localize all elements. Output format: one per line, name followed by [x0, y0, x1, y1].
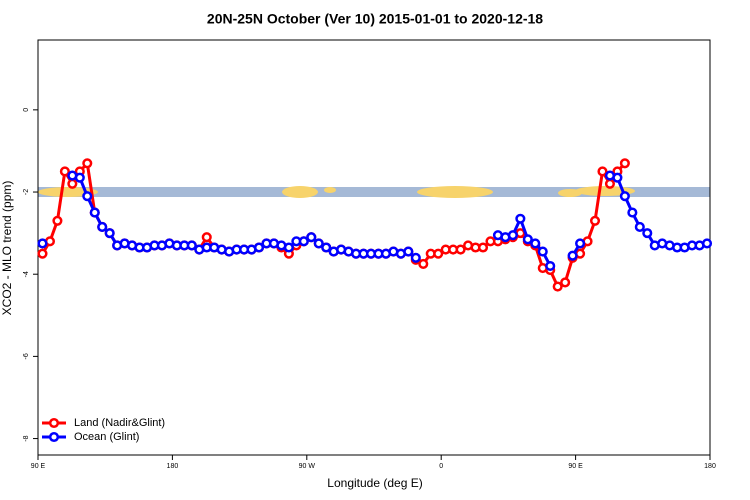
y-tick-label: -4 [23, 271, 30, 277]
data-point [74, 172, 85, 183]
data-point [67, 178, 78, 189]
x-tick-label: 180 [167, 463, 179, 470]
x-tick-label: 90 W [299, 463, 316, 470]
legend-marker [48, 431, 60, 443]
y-tick-label: -6 [23, 353, 30, 359]
data-point [59, 166, 70, 177]
data-point [619, 158, 630, 169]
data-point [589, 215, 601, 226]
data-point [552, 281, 563, 292]
data-point [515, 213, 526, 224]
data-point [567, 250, 578, 261]
data-point [560, 277, 571, 288]
legend-label: Ocean (Glint) [74, 431, 139, 443]
data-point [619, 191, 630, 202]
data-point [604, 178, 615, 189]
data-point [507, 230, 518, 241]
data-point [186, 240, 197, 251]
data-point [575, 238, 586, 249]
data-point [433, 248, 444, 259]
data-point [313, 238, 324, 249]
data-point [477, 242, 489, 253]
data-point [97, 221, 108, 233]
data-point [321, 242, 332, 253]
plot-frame [37, 39, 711, 456]
data-point [82, 158, 93, 169]
series-line [41, 159, 626, 289]
y-tick-label: -2 [23, 189, 30, 195]
data-point [403, 246, 414, 257]
data-point [642, 228, 653, 239]
data-point [37, 238, 48, 249]
data-point [89, 207, 100, 218]
data-point [634, 221, 645, 233]
x-tick-label: 0 [439, 463, 443, 470]
data-point [612, 172, 623, 183]
data-point [530, 238, 541, 249]
data-point [522, 234, 533, 245]
y-axis-label: XCO2 - MLO trend (ppm) [0, 181, 14, 316]
data-point [537, 246, 548, 257]
data-point [104, 228, 115, 239]
legend-label: Land (Nadir&Glint) [74, 417, 165, 429]
data-point [701, 238, 713, 249]
chart-title: 20N-25N October (Ver 10) 2015-01-01 to 2… [207, 11, 543, 27]
data-point [455, 244, 466, 255]
data-point [253, 242, 265, 253]
legend-marker [48, 417, 60, 429]
data-point [283, 242, 294, 253]
series [37, 170, 713, 272]
data-point [545, 260, 556, 272]
series [37, 158, 630, 292]
data-point [597, 166, 608, 177]
data-point [201, 232, 212, 243]
x-tick-label: 90 E [568, 463, 583, 470]
data-point [298, 236, 309, 247]
data-point [418, 258, 429, 269]
data-point [52, 215, 63, 226]
x-tick-label: 90 E [31, 463, 46, 470]
y-tick-label: 0 [23, 108, 30, 112]
data-point [410, 252, 421, 263]
y-tick-label: -8 [23, 435, 30, 441]
x-axis-label: Longitude (deg E) [327, 476, 422, 490]
data-point [306, 232, 317, 243]
legend: Land (Nadir&Glint) Ocean (Glint) [42, 417, 165, 443]
data-point [627, 207, 638, 218]
data-point [82, 191, 93, 202]
data-point [37, 248, 48, 259]
x-tick-label: 180 [704, 463, 716, 470]
